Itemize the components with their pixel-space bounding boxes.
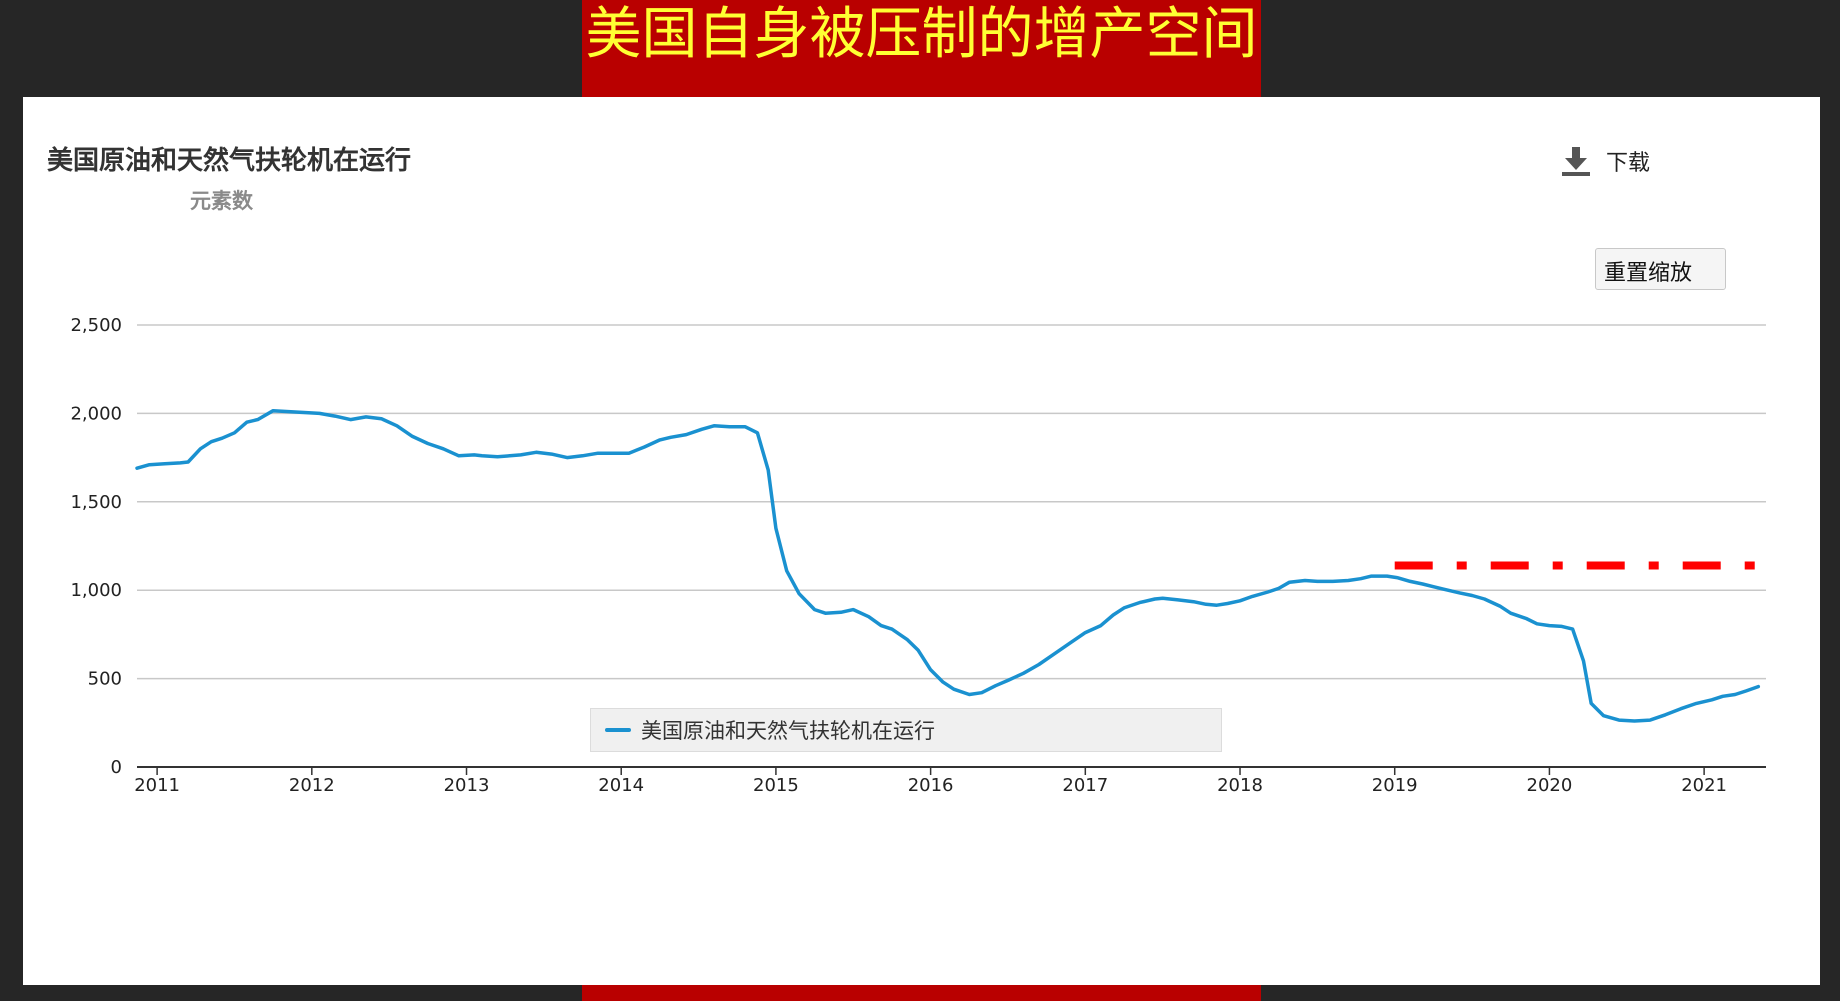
x-tick-label: 2012 (289, 775, 335, 796)
x-tick-label: 2016 (908, 775, 954, 796)
download-label: 下载 (1606, 151, 1651, 176)
x-tick-label: 2014 (598, 775, 644, 796)
legend-item-label: 美国原油和天然气扶轮机在运行 (641, 719, 935, 743)
x-axis (137, 766, 1766, 775)
x-tick-label: 2011 (134, 775, 180, 796)
y-tick-label: 0 (111, 757, 122, 778)
y-tick-label: 2,500 (70, 315, 122, 336)
x-tick-label: 2021 (1681, 775, 1727, 796)
chart-panel (23, 97, 1820, 985)
x-axis-tick-labels: 2011 2012 2013 2014 2015 2016 2017 2018 2019 2020… (134, 775, 1727, 796)
legend[interactable]: 美国原油和天然气扶轮机在运行 (590, 708, 1222, 752)
series-lines (135, 408, 1761, 723)
series-line (135, 408, 1761, 723)
download-icon (1562, 147, 1590, 176)
x-tick-label: 2019 (1372, 775, 1418, 796)
x-tick-label: 2017 (1062, 775, 1108, 796)
y-axis-tick-labels: 0 500 1,000 1,500 2,000 2,500 (70, 315, 122, 778)
x-tick-label: 2013 (444, 775, 490, 796)
banner-title: 美国自身被压制的增产空间 (582, 0, 1261, 97)
x-tick-label: 2015 (753, 775, 799, 796)
download-button[interactable]: 下载 (1560, 145, 1650, 177)
chart-subtitle: 元素数 (190, 189, 253, 213)
reset-zoom-button[interactable]: 重置缩放 (1595, 248, 1726, 290)
y-tick-label: 1,500 (70, 492, 122, 513)
y-tick-label: 1,000 (70, 580, 122, 601)
y-gridlines (137, 324, 1766, 680)
x-tick-label: 2020 (1527, 775, 1573, 796)
y-tick-label: 2,000 (70, 403, 122, 424)
x-tick-label: 2018 (1217, 775, 1263, 796)
legend-swatch (605, 728, 631, 732)
y-tick-label: 500 (88, 669, 122, 690)
chart-title: 美国原油和天然气扶轮机在运行 (47, 146, 412, 176)
bottom-red-strip (582, 985, 1261, 1001)
